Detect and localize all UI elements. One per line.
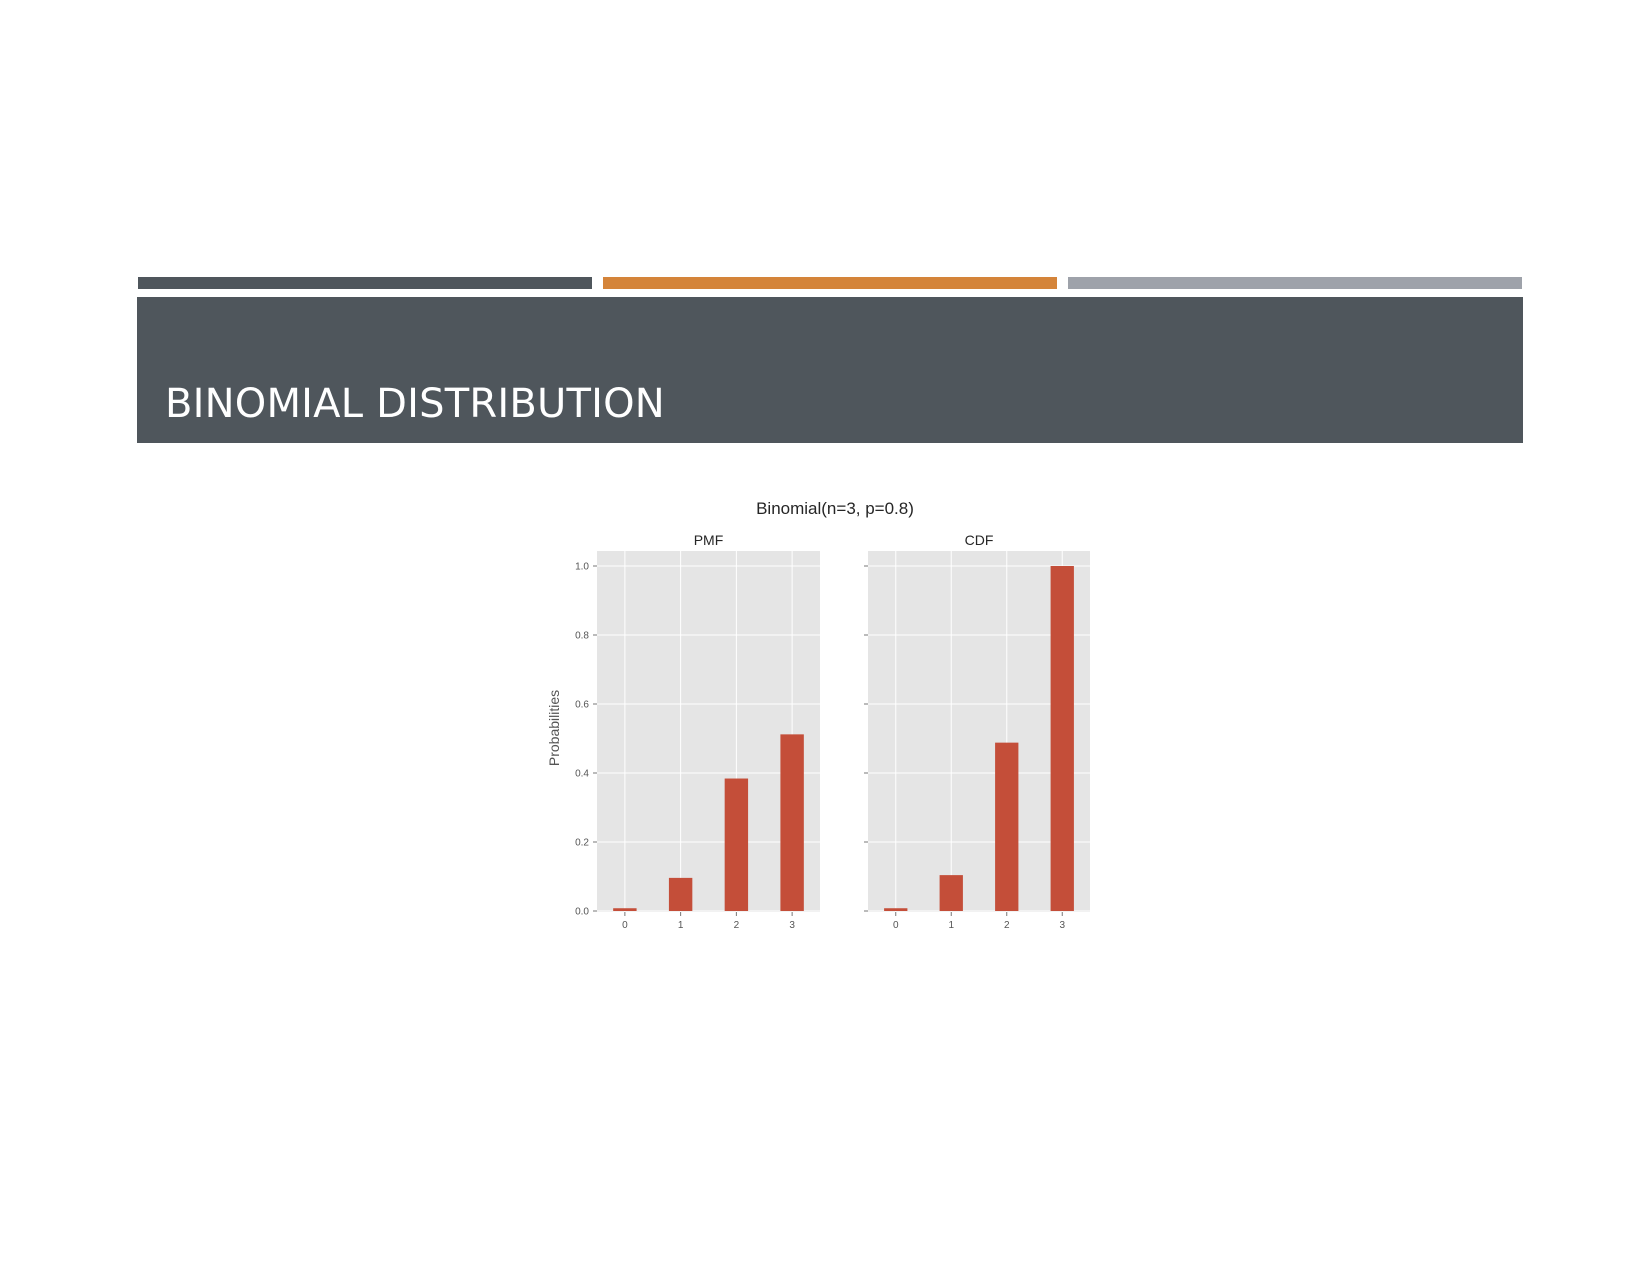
figure-title: Binomial(n=3, p=0.8) bbox=[756, 499, 914, 518]
pmf-bar bbox=[780, 734, 804, 911]
pmf-y-tick-label: 0.4 bbox=[575, 769, 589, 780]
cdf-panel: 0 1 2 3 CDF bbox=[864, 532, 1090, 931]
cdf-x-tick-label: 2 bbox=[1004, 920, 1010, 931]
slide-title: BINOMIAL DISTRIBUTION bbox=[165, 381, 665, 427]
cdf-title: CDF bbox=[965, 532, 994, 548]
cdf-x-tick-label: 0 bbox=[893, 920, 899, 931]
cdf-x-tick-label: 1 bbox=[948, 920, 954, 931]
accent-stripe-gray bbox=[1068, 277, 1522, 289]
y-axis-label: Probabilities bbox=[546, 690, 562, 766]
pmf-panel: 0.0 0.2 0.4 0.6 0.8 1.0 0 1 2 3 PMF bbox=[575, 532, 820, 931]
pmf-y-tick-label: 0.6 bbox=[575, 700, 589, 711]
pmf-bar bbox=[613, 908, 637, 911]
pmf-x-tick-label: 1 bbox=[678, 920, 684, 931]
cdf-bar bbox=[939, 875, 963, 911]
accent-stripe-dark bbox=[138, 277, 592, 289]
pmf-x-tick-label: 2 bbox=[734, 920, 740, 931]
accent-stripe-orange bbox=[603, 277, 1057, 289]
title-bar: BINOMIAL DISTRIBUTION bbox=[137, 297, 1523, 443]
cdf-bar bbox=[884, 908, 908, 911]
cdf-bar bbox=[995, 742, 1019, 911]
cdf-x-tick-label: 3 bbox=[1059, 920, 1065, 931]
pmf-x-tick-label: 3 bbox=[789, 920, 795, 931]
pmf-y-tick-label: 1.0 bbox=[575, 562, 589, 573]
pmf-y-tick-label: 0.0 bbox=[575, 907, 589, 918]
pmf-y-tick-label: 0.8 bbox=[575, 631, 589, 642]
pmf-bar bbox=[724, 778, 749, 911]
pmf-y-tick-label: 0.2 bbox=[575, 838, 589, 849]
pmf-bar bbox=[668, 877, 693, 911]
cdf-bar bbox=[1050, 566, 1074, 911]
pmf-x-tick-label: 0 bbox=[622, 920, 628, 931]
pmf-title: PMF bbox=[694, 532, 724, 548]
